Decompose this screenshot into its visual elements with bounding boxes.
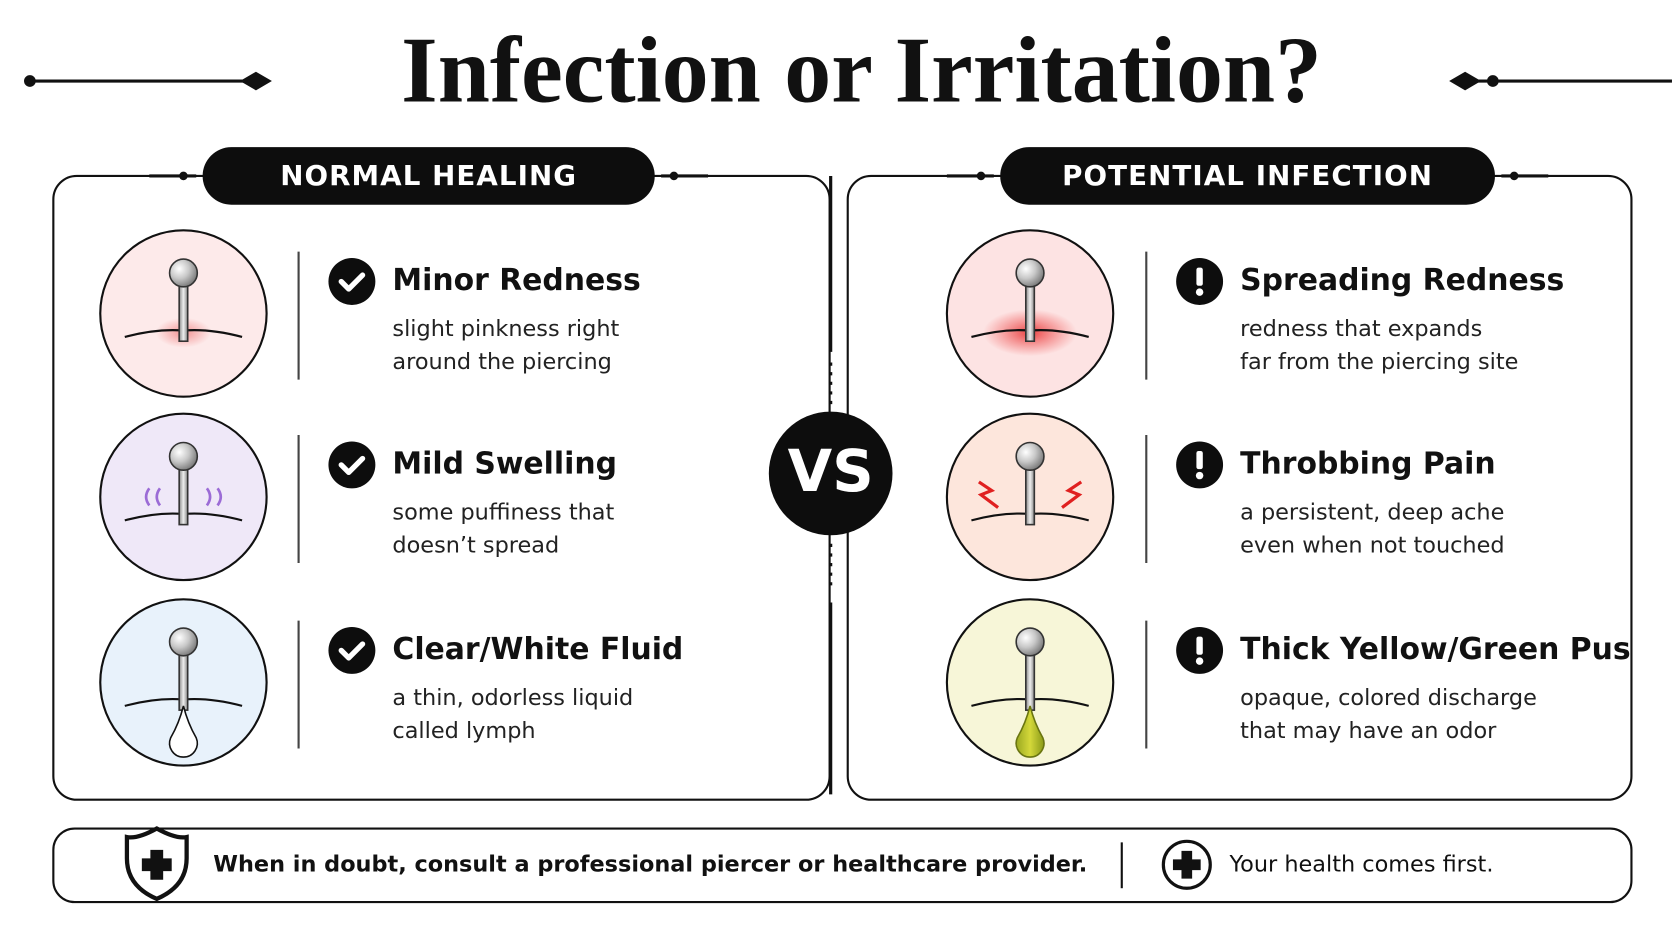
title: Infection or Irritation? [401,19,1322,123]
symptom-description: slight pinkness right [392,316,619,342]
warning-dot [1195,471,1204,480]
piercing-post [1024,651,1036,711]
piercing-ball [168,441,199,472]
panel-heading: POTENTIAL INFECTION [1062,159,1433,192]
piercing-ball [168,627,199,657]
symptom-description: far from the piercing site [1240,349,1518,375]
check-mark [338,641,366,661]
fluid-drop [168,705,199,758]
symptom-title: Thick Yellow/Green Pus [1240,632,1631,667]
check-icon [328,626,376,674]
piercing-post [178,466,189,526]
check-icon [328,441,376,489]
symptom-title: Minor Redness [392,263,640,298]
swelling-arc [205,487,212,507]
warning-dot [1195,657,1204,665]
piercing-post [1024,282,1036,343]
plus-icon [1161,839,1212,890]
symptom-illustration [945,229,1115,398]
symptom-title: Throbbing Pain [1240,446,1495,481]
panel-heading-pill [1000,147,1495,205]
heading-rule-dot [179,171,188,181]
symptom-description: called lymph [392,718,535,744]
panel-heading: NORMAL HEALING [280,159,577,192]
symptom-description: around the piercing [392,349,611,375]
footer-note: When in doubt, consult a professional pi… [213,851,1087,877]
heading-rule-dot [669,171,679,181]
warning-dot [1195,288,1204,296]
check-mark [338,455,366,476]
symptom-description: a thin, odorless liquid [392,685,633,711]
warning-bar [1196,636,1203,655]
piercing-ball [1015,627,1045,657]
symptom-title: Spreading Redness [1240,263,1564,298]
title-rule [24,71,1672,91]
piercing-post [178,282,189,343]
vs-label: VS [788,438,874,505]
piercing-post [1024,466,1036,526]
piercing-post [178,651,189,711]
pain-bolt [977,480,1000,509]
symptom-title: Clear/White Fluid [392,632,683,667]
footer-box [52,827,1633,904]
check-mark [338,272,366,292]
heading-rule-dot [1509,171,1519,181]
pus-drop [1015,705,1045,758]
symptom-illustration [99,229,268,398]
symptom-illustration [945,598,1115,767]
symptom-description: that may have an odor [1240,718,1497,744]
heading-rule-dot [976,171,986,181]
symptom-description: opaque, colored discharge [1240,685,1537,711]
symptom-description: doesn’t spread [392,532,559,558]
pain-bolt [1061,480,1083,509]
symptom-illustration [99,412,268,582]
symptom-title: Mild Swelling [392,446,617,481]
piercing-ball [1015,441,1045,472]
symptom-description: a persistent, deep ache [1240,499,1504,525]
check-icon [328,258,376,305]
vs-badge [768,411,893,536]
symptom-description: some puffiness that [392,499,614,525]
warning-bar [1196,451,1203,470]
symptom-illustration [99,598,268,767]
warning-bar [1196,267,1203,286]
symptom-illustration [945,412,1115,582]
swelling-arc [144,487,151,507]
piercing-ball [168,258,199,288]
swelling-arc [155,487,162,507]
piercing-ball [1015,258,1045,288]
footer-tagline: Your health comes first. [1228,851,1493,877]
symptom-description: redness that expands [1240,316,1482,342]
shield-icon [124,826,189,902]
symptom-description: even when not touched [1240,532,1504,558]
swelling-arc [216,487,223,507]
panel-heading-pill [202,147,655,205]
